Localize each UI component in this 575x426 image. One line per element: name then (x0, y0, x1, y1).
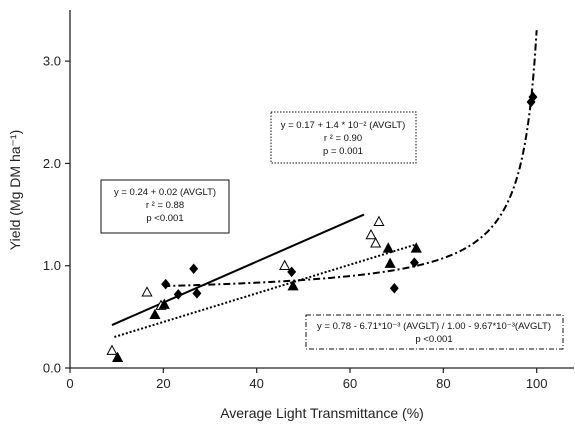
fit-dotted-p: p = 0.001 (323, 146, 363, 157)
fit-label-box-dotted: y = 0.17 + 1.4 * 10⁻² (AVGLT) r ² = 0.90… (270, 111, 417, 164)
data-point-open-triangle (373, 215, 385, 226)
fit-label-box-solid-frame (100, 179, 230, 234)
y-tick-label: 0.0 (43, 361, 61, 376)
data-point-filled-triangle (287, 280, 299, 291)
data-point-open-triangle (106, 344, 118, 355)
y-tick-label: 3.0 (43, 54, 61, 69)
y-axis-title: Yield (Mg DM ha⁻¹) (7, 130, 23, 250)
data-point-filled-diamond (192, 288, 202, 299)
data-point-filled-triangle (410, 242, 422, 253)
x-tick-label: 80 (436, 376, 450, 391)
fit-solid-equation: y = 0.24 + 0.02 (AVGLT) (114, 187, 216, 198)
data-point-filled-triangle (382, 242, 394, 253)
fit-dotted-r2: r ² = 0.90 (324, 133, 362, 144)
data-markers (106, 91, 538, 363)
data-point-filled-diamond (409, 257, 419, 268)
axes: 0 20 40 60 80 100 0.0 1.0 2.0 3.0 (43, 10, 574, 391)
x-tick-label: 20 (156, 376, 170, 391)
data-point-open-triangle (141, 286, 153, 297)
fit-label-box-solid: y = 0.24 + 0.02 (AVGLT) r ² = 0.88 p <0.… (100, 179, 230, 234)
fit-lines (111, 30, 538, 338)
data-point-filled-diamond (161, 278, 171, 290)
fit-label-box-dashdot-frame (305, 314, 564, 350)
fit-line-solid (111, 213, 365, 326)
x-tick-label: 60 (343, 376, 357, 391)
data-point-filled-triangle (112, 351, 124, 363)
x-tick-label: 40 (249, 376, 263, 391)
fit-label-box-dotted-frame (270, 111, 417, 164)
fit-dotted-equation: y = 0.17 + 1.4 * 10⁻² (AVGLT) (281, 120, 406, 131)
data-point-open-triangle (279, 259, 291, 270)
data-point-filled-diamond (173, 289, 183, 300)
fit-line-dashdot (163, 30, 538, 288)
fit-dashdot-p: p <0.001 (415, 334, 452, 345)
y-tick-label: 1.0 (43, 258, 61, 273)
data-point-filled-diamond (389, 282, 399, 294)
data-point-filled-triangle (158, 298, 170, 309)
data-point-filled-diamond (528, 91, 538, 103)
x-tick-label: 100 (526, 376, 548, 391)
fit-solid-p: p <0.001 (146, 213, 183, 224)
x-axis-title: Average Light Transmittance (%) (220, 405, 424, 421)
data-point-filled-triangle (149, 308, 161, 320)
data-point-filled-triangle (384, 257, 396, 268)
y-tick-label: 2.0 (43, 156, 61, 171)
data-point-filled-diamond (287, 266, 297, 278)
data-point-filled-diamond (189, 263, 199, 275)
fit-solid-r2: r ² = 0.88 (146, 200, 184, 211)
fit-line-dotted (114, 243, 416, 338)
fit-label-box-dashdot: y = 0.78 - 6.71*10⁻³ (AVGLT) / 1.00 - 9.… (305, 314, 564, 350)
x-tick-label: 0 (66, 376, 73, 391)
y-ticks: 0.0 1.0 2.0 3.0 (43, 54, 70, 376)
data-point-open-triangle (370, 237, 382, 248)
data-point-open-triangle (365, 228, 377, 240)
fit-dashdot-equation: y = 0.78 - 6.71*10⁻³ (AVGLT) / 1.00 - 9.… (317, 321, 551, 332)
x-ticks: 0 20 40 60 80 100 (66, 368, 548, 391)
